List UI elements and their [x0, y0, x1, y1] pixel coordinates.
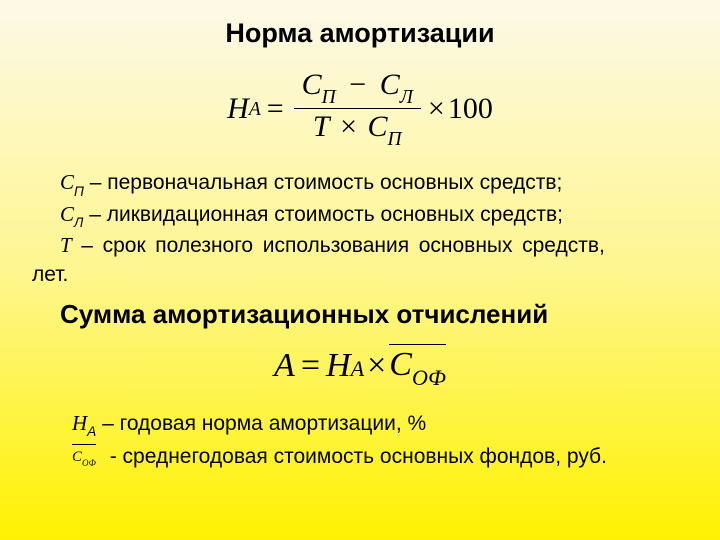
formula-amortization-rate: НА = СП − СЛ Т × СП × 100: [32, 67, 688, 150]
def-ha-sym: Н: [72, 411, 87, 435]
var-C: С: [389, 346, 412, 383]
def-ha: НА – годовая норма амортизации, %: [72, 407, 688, 441]
overline-Cof: СОФ: [389, 344, 446, 389]
times2: ×: [367, 347, 386, 385]
equals2: =: [301, 347, 320, 385]
def-sl-text: – ликвидационная стоимость основных сред…: [83, 203, 563, 226]
def-cof: СОФ - среднегодовая стоимость основных ф…: [72, 441, 688, 474]
sub-A: А: [249, 99, 261, 121]
den-T: Т: [313, 110, 330, 143]
hundred: 100: [448, 92, 493, 126]
den-Cp-sub: П: [388, 129, 402, 150]
def-ha-text: – годовая норма амортизации, %: [96, 412, 426, 435]
equals: =: [267, 92, 284, 126]
num-Cl: С: [380, 68, 400, 101]
formula-amortization-sum: А = НА × СОФ: [32, 344, 688, 389]
num-Cp: С: [302, 68, 322, 101]
var-C-sub: ОФ: [412, 365, 446, 390]
def-cof-sym: СОФ: [72, 446, 96, 470]
def-t-tail: лет.: [32, 261, 688, 289]
den-Cp: С: [368, 110, 388, 143]
num-Cl-sub: Л: [400, 87, 413, 108]
var-A: А: [274, 347, 295, 385]
def-sp: СП – первоначальная стоимость основных с…: [60, 168, 688, 200]
def-sp-sym: С: [60, 170, 74, 194]
def-t-text: – срок полезного использования основных …: [72, 234, 605, 257]
def-sp-sub: П: [74, 184, 84, 199]
times: ×: [428, 92, 445, 126]
def-ha-sub: А: [87, 424, 96, 439]
minus: −: [349, 68, 366, 101]
definitions-2: НА – годовая норма амортизации, % СОФ - …: [32, 407, 688, 474]
def-sl-sub: Л: [74, 215, 83, 230]
def-cof-text: - среднегодовая стоимость основных фондо…: [104, 445, 607, 468]
definitions-1: СП – первоначальная стоимость основных с…: [32, 168, 688, 289]
num-Cp-sub: П: [322, 87, 336, 108]
slide-title: Норма амортизации: [32, 18, 688, 49]
slide-subtitle: Сумма амортизационных отчислений: [32, 299, 688, 330]
var-Ha: Н: [326, 347, 351, 385]
fraction: СП − СЛ Т × СП: [294, 67, 421, 150]
def-sl-sym: С: [60, 202, 74, 226]
var-Ha-sub: А: [351, 356, 365, 382]
var-H: Н: [227, 92, 249, 126]
def-sl: СЛ – ликвидационная стоимость основных с…: [60, 200, 688, 232]
def-t: Т – срок полезного использования основны…: [60, 231, 688, 260]
def-sp-text: – первоначальная стоимость основных сред…: [84, 171, 563, 194]
def-t-sym: Т: [60, 233, 72, 257]
den-times: ×: [340, 110, 357, 143]
